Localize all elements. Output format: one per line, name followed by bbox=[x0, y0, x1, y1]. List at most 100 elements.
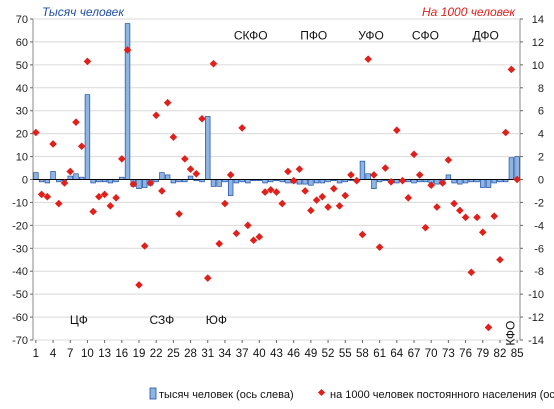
x-tick-label: 55 bbox=[339, 348, 352, 360]
data-point bbox=[404, 194, 413, 202]
right-tick-label: 4 bbox=[538, 129, 544, 141]
left-tick-label: -30 bbox=[12, 243, 28, 255]
data-point bbox=[347, 171, 355, 179]
data-point bbox=[456, 206, 464, 215]
data-point bbox=[175, 210, 183, 218]
data-point bbox=[135, 281, 143, 289]
data-point bbox=[312, 196, 321, 204]
bar bbox=[296, 179, 303, 185]
data-point bbox=[370, 171, 378, 179]
x-tick-label: 61 bbox=[373, 348, 386, 360]
bar bbox=[210, 179, 217, 187]
left-axis-title: Тысяч человек bbox=[42, 5, 125, 19]
data-point bbox=[77, 142, 86, 151]
bar bbox=[508, 157, 515, 180]
x-tick-label: 76 bbox=[459, 348, 472, 360]
right-tick-label: -10 bbox=[528, 289, 544, 301]
bar bbox=[359, 160, 366, 180]
data-point bbox=[393, 126, 401, 135]
data-point bbox=[324, 203, 332, 211]
bar bbox=[142, 179, 148, 188]
data-point bbox=[278, 199, 287, 208]
bar bbox=[50, 171, 56, 180]
left-tick-label: 40 bbox=[16, 83, 28, 95]
data-point bbox=[335, 202, 344, 210]
data-point bbox=[83, 57, 92, 66]
left-tick-label: -40 bbox=[12, 266, 28, 278]
right-tick-label: 0 bbox=[538, 175, 544, 187]
data-point bbox=[473, 213, 481, 222]
bar bbox=[308, 179, 314, 186]
bar bbox=[313, 179, 320, 184]
x-tick-label: 25 bbox=[167, 348, 180, 360]
data-point bbox=[410, 150, 418, 159]
data-point bbox=[272, 188, 281, 196]
data-point bbox=[100, 190, 109, 199]
data-point bbox=[215, 239, 224, 248]
data-point bbox=[238, 124, 246, 132]
data-point bbox=[118, 155, 126, 163]
data-point bbox=[484, 323, 493, 332]
data-point bbox=[496, 255, 504, 264]
district-label: СЗФ bbox=[150, 313, 175, 327]
legend-point-label: на 1000 человек постоянного населения (о… bbox=[330, 389, 554, 401]
data-point bbox=[249, 236, 258, 245]
x-tick-label: 70 bbox=[425, 348, 438, 360]
data-point bbox=[341, 191, 350, 200]
data-point bbox=[163, 98, 172, 107]
x-tick-label: 34 bbox=[219, 348, 232, 360]
x-tick-label: 73 bbox=[442, 348, 455, 360]
right-tick-label: 14 bbox=[532, 14, 544, 26]
data-point bbox=[152, 111, 160, 120]
bar bbox=[336, 179, 343, 184]
data-point bbox=[358, 230, 367, 239]
data-point bbox=[112, 194, 120, 202]
x-tick-label: 58 bbox=[356, 348, 369, 360]
data-point bbox=[352, 176, 361, 185]
left-tick-label: 70 bbox=[16, 14, 28, 26]
district-label: СКФО bbox=[234, 29, 268, 43]
legend-bar-label: тысяч человек (ось слева) bbox=[159, 389, 294, 401]
left-tick-label: 10 bbox=[16, 152, 28, 164]
right-tick-label: -6 bbox=[534, 243, 544, 255]
right-tick-label: 8 bbox=[538, 83, 544, 95]
x-tick-label: 64 bbox=[390, 348, 403, 360]
data-point bbox=[169, 133, 178, 141]
x-tick-label: 40 bbox=[253, 348, 266, 360]
bar bbox=[445, 174, 452, 180]
bar bbox=[491, 179, 497, 184]
x-tick-label: 31 bbox=[201, 348, 214, 360]
bar bbox=[67, 175, 73, 180]
data-point bbox=[501, 128, 510, 137]
x-tick-label: 10 bbox=[81, 348, 94, 360]
data-point bbox=[198, 114, 206, 123]
bar bbox=[205, 116, 211, 180]
data-point bbox=[444, 156, 453, 164]
x-tick-label: 52 bbox=[322, 348, 335, 360]
bar bbox=[302, 179, 308, 185]
bar bbox=[164, 174, 171, 180]
x-tick-label: 37 bbox=[236, 348, 249, 360]
data-point bbox=[438, 179, 447, 187]
data-point bbox=[318, 192, 327, 201]
data-point bbox=[427, 181, 435, 190]
data-point bbox=[461, 213, 470, 222]
data-point bbox=[364, 55, 372, 63]
bar bbox=[365, 173, 371, 180]
bar bbox=[227, 179, 234, 196]
data-point bbox=[433, 203, 441, 211]
x-tick-label: 85 bbox=[511, 348, 524, 360]
right-tick-label: 10 bbox=[532, 60, 544, 72]
data-point bbox=[478, 228, 487, 237]
x-tick-label: 13 bbox=[98, 348, 111, 360]
district-label: УФО bbox=[358, 29, 384, 43]
data-point bbox=[467, 268, 476, 277]
data-point bbox=[301, 187, 309, 195]
left-tick-label: 20 bbox=[16, 129, 28, 141]
data-point bbox=[244, 221, 252, 230]
data-point bbox=[255, 233, 264, 241]
x-tick-label: 43 bbox=[270, 348, 283, 360]
bar bbox=[285, 179, 291, 184]
data-point bbox=[381, 164, 390, 172]
data-point bbox=[232, 229, 241, 238]
